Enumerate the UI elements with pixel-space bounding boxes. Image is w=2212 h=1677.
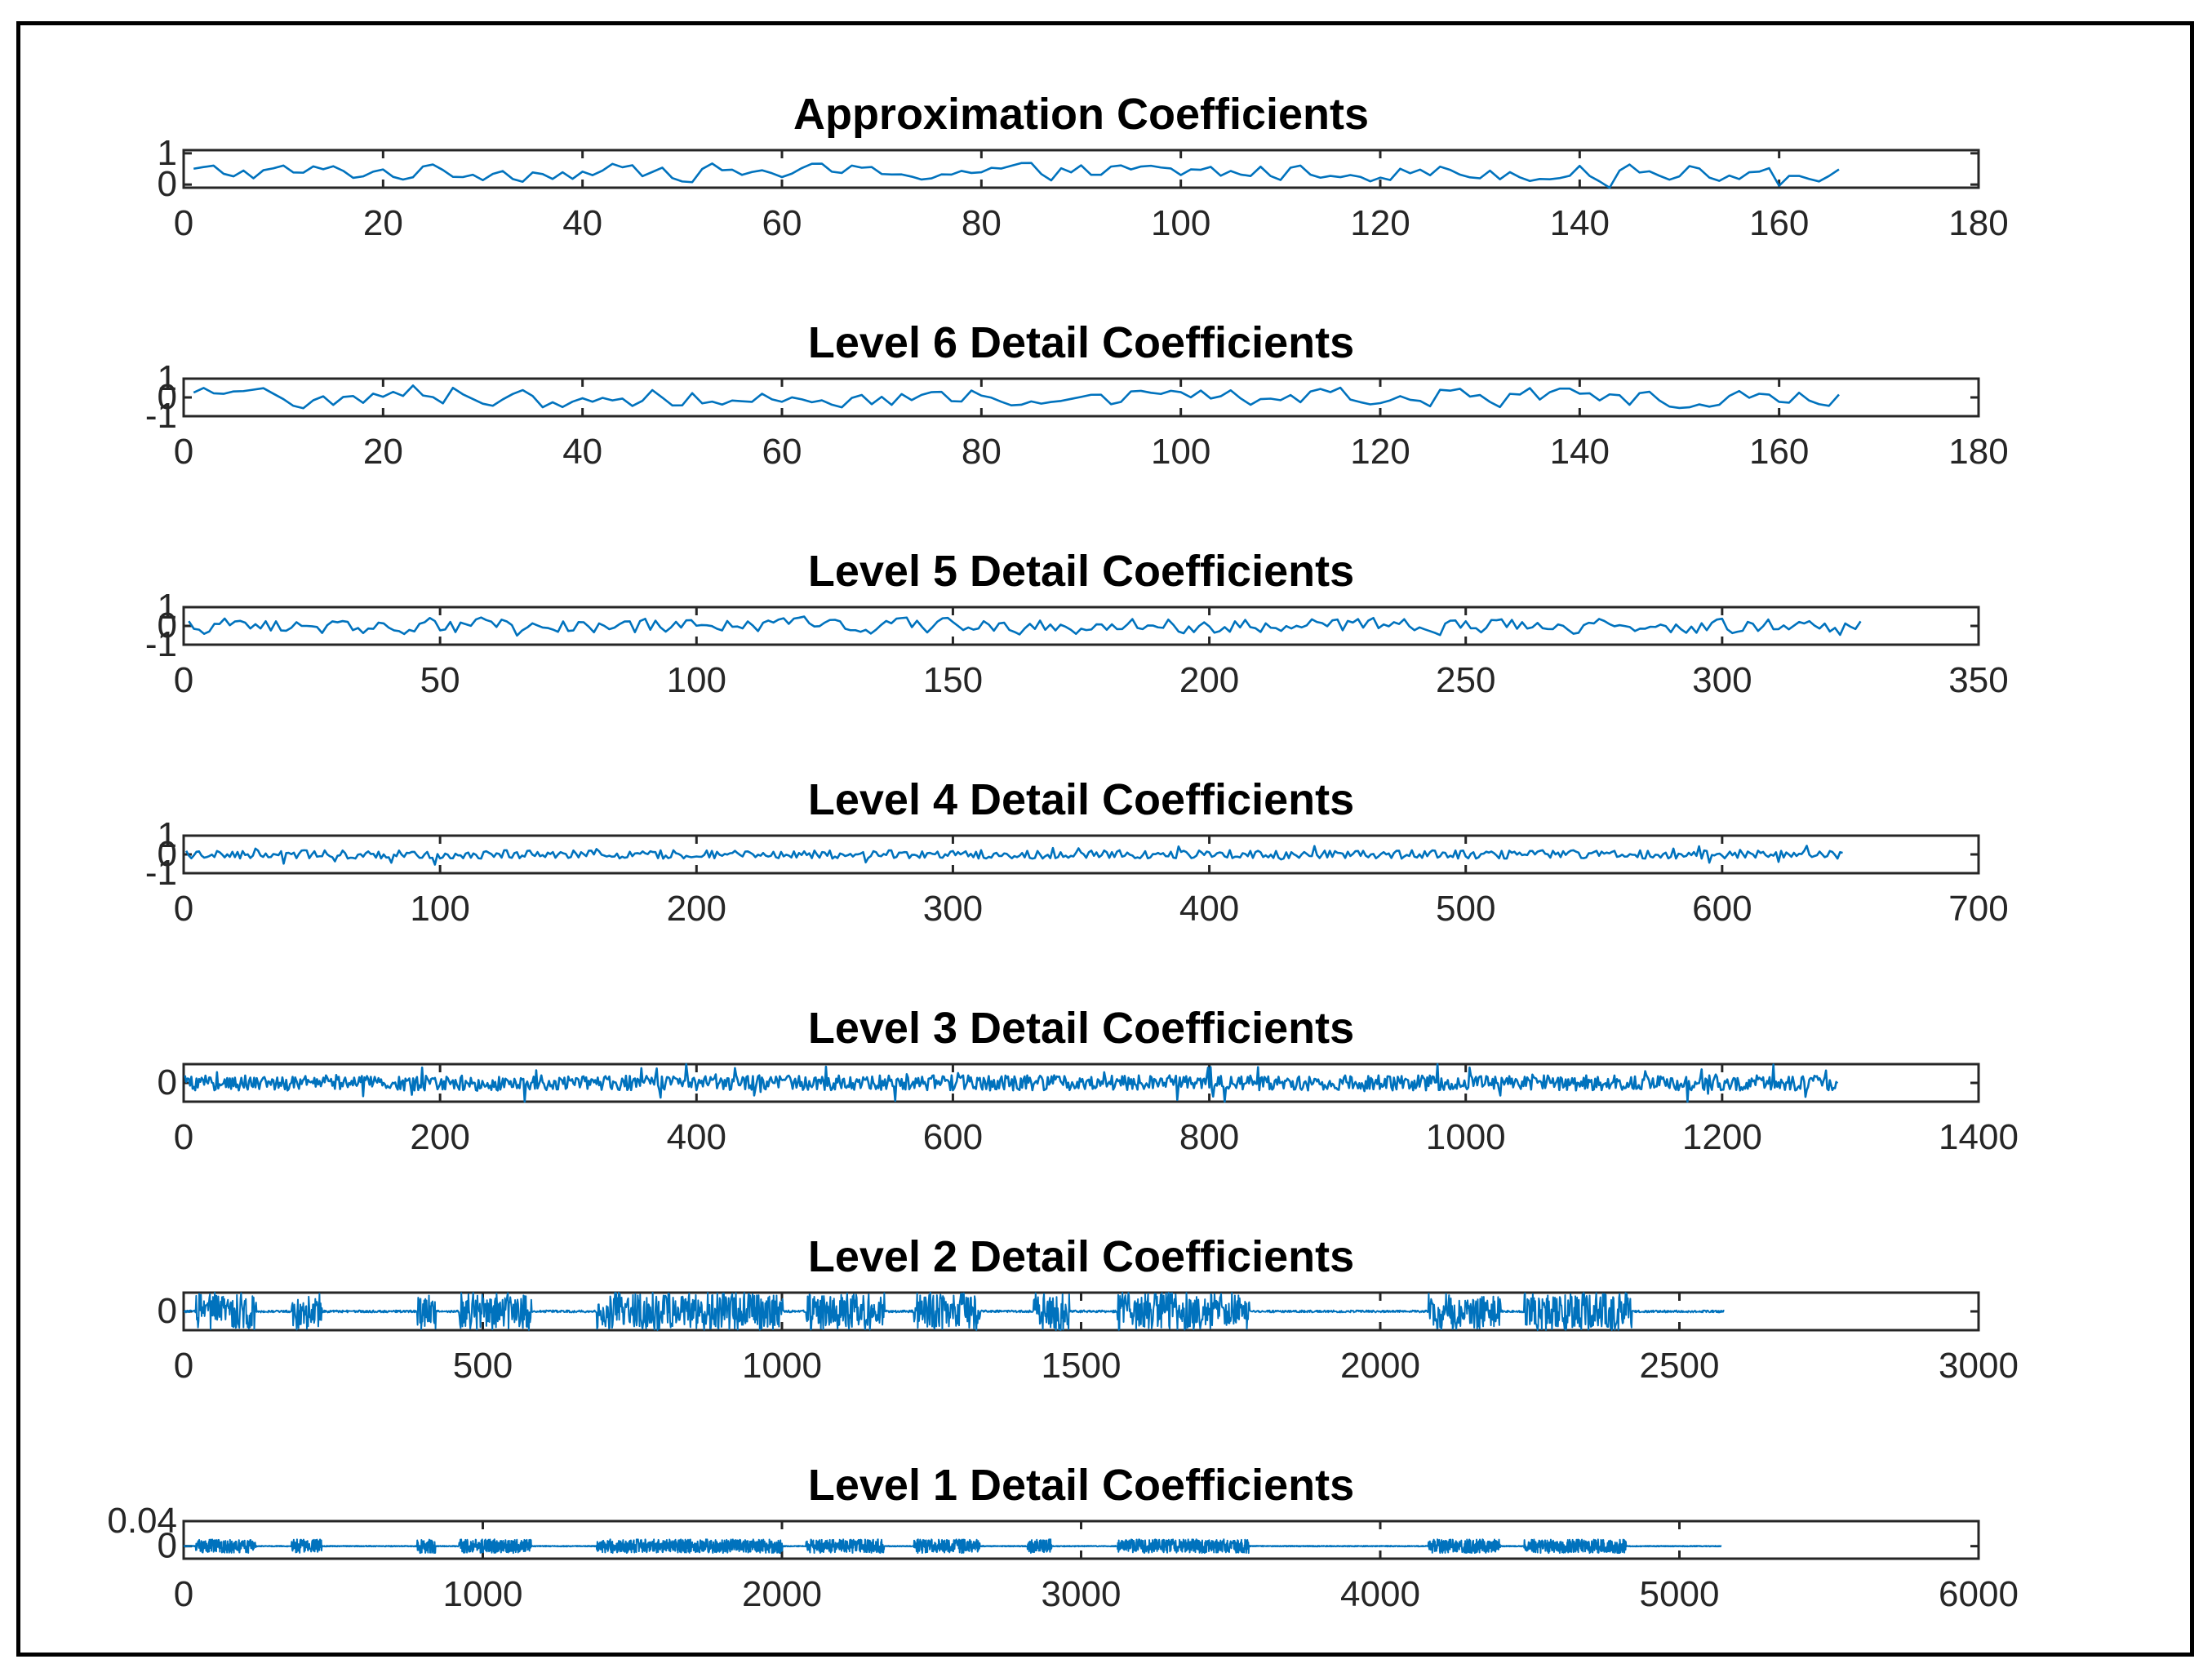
series-line [188, 615, 1862, 637]
x-tick-label: 100 [1151, 432, 1210, 472]
y-tick-label: 0 [158, 377, 177, 417]
x-tick-label: 120 [1350, 203, 1410, 243]
subplot-title: Level 5 Detail Coefficients [808, 547, 1354, 596]
series-line [184, 845, 1843, 866]
series-line [183, 1292, 1725, 1331]
x-tick-label: 40 [562, 203, 602, 243]
y-tick-label: 0 [158, 834, 177, 874]
x-tick-label: 0 [174, 1574, 193, 1614]
axes-box [182, 834, 1980, 875]
x-tick-label: 1200 [1682, 1117, 1762, 1157]
x-tick-label: 0 [174, 432, 193, 472]
x-tick-label: 40 [562, 432, 602, 472]
x-tick-label: 2000 [742, 1574, 822, 1614]
y-tick-label: 0 [158, 1063, 177, 1102]
x-tick-label: 50 [420, 660, 460, 700]
x-tick-label: 3000 [1042, 1574, 1122, 1614]
y-tick-label: -1 [145, 396, 177, 436]
series-line [184, 1063, 1839, 1103]
subplot-7: Level 1 Detail Coefficients 0 1000 2000 3000… [107, 1461, 2019, 1614]
y-tick-label: -1 [145, 624, 177, 664]
y-tick-label: 0.04 [107, 1501, 177, 1541]
series-line [193, 384, 1840, 410]
x-tick-label: 100 [410, 889, 469, 929]
x-tick-label: 400 [667, 1117, 726, 1157]
x-tick-label: 300 [923, 889, 983, 929]
figure-frame: Approximation Coefficients 0 20 40 60 80 100 12… [16, 21, 2194, 1657]
series-line [193, 162, 1840, 189]
subplot-title: Approximation Coefficients [793, 90, 1369, 139]
x-tick-label: 100 [667, 660, 726, 700]
x-tick-label: 120 [1350, 432, 1410, 472]
y-tick-label: 1 [158, 358, 177, 398]
axes-box [182, 149, 1980, 189]
y-tick-label: 0 [158, 606, 177, 646]
x-tick-label: 80 [962, 203, 1002, 243]
x-tick-label: 700 [1948, 889, 2008, 929]
x-tick-label: 350 [1948, 660, 2008, 700]
x-tick-label: 0 [174, 1346, 193, 1386]
subplot-title: Level 1 Detail Coefficients [808, 1461, 1354, 1510]
subplot-4: Level 4 Detail Coefficients 0 100 200 300 400… [145, 775, 2009, 929]
subplot-title: Level 3 Detail Coefficients [808, 1004, 1354, 1053]
subplot-5: Level 3 Detail Coefficients 0 200 400 600 800… [158, 1004, 2019, 1157]
x-tick-label: 300 [1692, 660, 1752, 700]
x-tick-label: 1500 [1042, 1346, 1122, 1386]
subplot-2: Level 6 Detail Coefficients 0 20 40 60 80 100 1… [145, 318, 2009, 472]
x-tick-label: 800 [1179, 1117, 1239, 1157]
x-tick-label: 1000 [443, 1574, 523, 1614]
series-line [183, 1538, 1722, 1555]
x-tick-label: 180 [1948, 432, 2008, 472]
x-tick-label: 150 [923, 660, 983, 700]
x-tick-label: 20 [363, 203, 403, 243]
x-tick-label: 6000 [1939, 1574, 2019, 1614]
x-tick-label: 200 [410, 1117, 469, 1157]
x-tick-label: 2000 [1340, 1346, 1420, 1386]
x-tick-label: 1000 [742, 1346, 822, 1386]
y-tick-label: -1 [145, 853, 177, 893]
subplot-3: Level 5 Detail Coefficients 0 50 100 150 200 2… [145, 547, 2009, 700]
x-tick-label: 20 [363, 432, 403, 472]
x-tick-label: 4000 [1340, 1574, 1420, 1614]
y-tick-label: 1 [158, 587, 177, 627]
x-tick-label: 140 [1550, 203, 1610, 243]
x-tick-label: 500 [1436, 889, 1495, 929]
subplot-1: Approximation Coefficients 0 20 40 60 80 100 12… [158, 90, 2009, 243]
x-tick-label: 400 [1179, 889, 1239, 929]
x-tick-label: 600 [923, 1117, 983, 1157]
x-tick-label: 160 [1749, 203, 1809, 243]
x-tick-label: 100 [1151, 203, 1210, 243]
x-tick-label: 80 [962, 432, 1002, 472]
x-tick-label: 2500 [1640, 1346, 1720, 1386]
x-tick-label: 500 [453, 1346, 513, 1386]
x-tick-label: 200 [667, 889, 726, 929]
y-tick-label: 0 [158, 1291, 177, 1331]
subplot-title: Level 4 Detail Coefficients [808, 775, 1354, 824]
y-tick-label: 0 [158, 164, 177, 204]
x-tick-label: 180 [1948, 203, 2008, 243]
y-tick-label: 0 [158, 1526, 177, 1566]
x-tick-label: 3000 [1939, 1346, 2019, 1386]
x-tick-label: 1400 [1939, 1117, 2019, 1157]
x-tick-label: 200 [1179, 660, 1239, 700]
x-tick-label: 250 [1436, 660, 1495, 700]
x-tick-label: 140 [1550, 432, 1610, 472]
x-tick-label: 0 [174, 889, 193, 929]
y-tick-label: 1 [158, 133, 177, 173]
x-tick-label: 600 [1692, 889, 1752, 929]
x-tick-label: 160 [1749, 432, 1809, 472]
x-tick-label: 60 [762, 203, 802, 243]
subplot-title: Level 2 Detail Coefficients [808, 1232, 1354, 1281]
y-tick-label: 1 [158, 815, 177, 855]
x-tick-label: 1000 [1426, 1117, 1506, 1157]
subplot-6: Level 2 Detail Coefficients 0 500 1000 1500 2… [158, 1232, 2019, 1386]
x-tick-label: 60 [762, 432, 802, 472]
x-tick-label: 0 [174, 1117, 193, 1157]
subplot-title: Level 6 Detail Coefficients [808, 318, 1354, 367]
x-tick-label: 5000 [1640, 1574, 1720, 1614]
x-tick-label: 0 [174, 203, 193, 243]
x-tick-label: 0 [174, 660, 193, 700]
